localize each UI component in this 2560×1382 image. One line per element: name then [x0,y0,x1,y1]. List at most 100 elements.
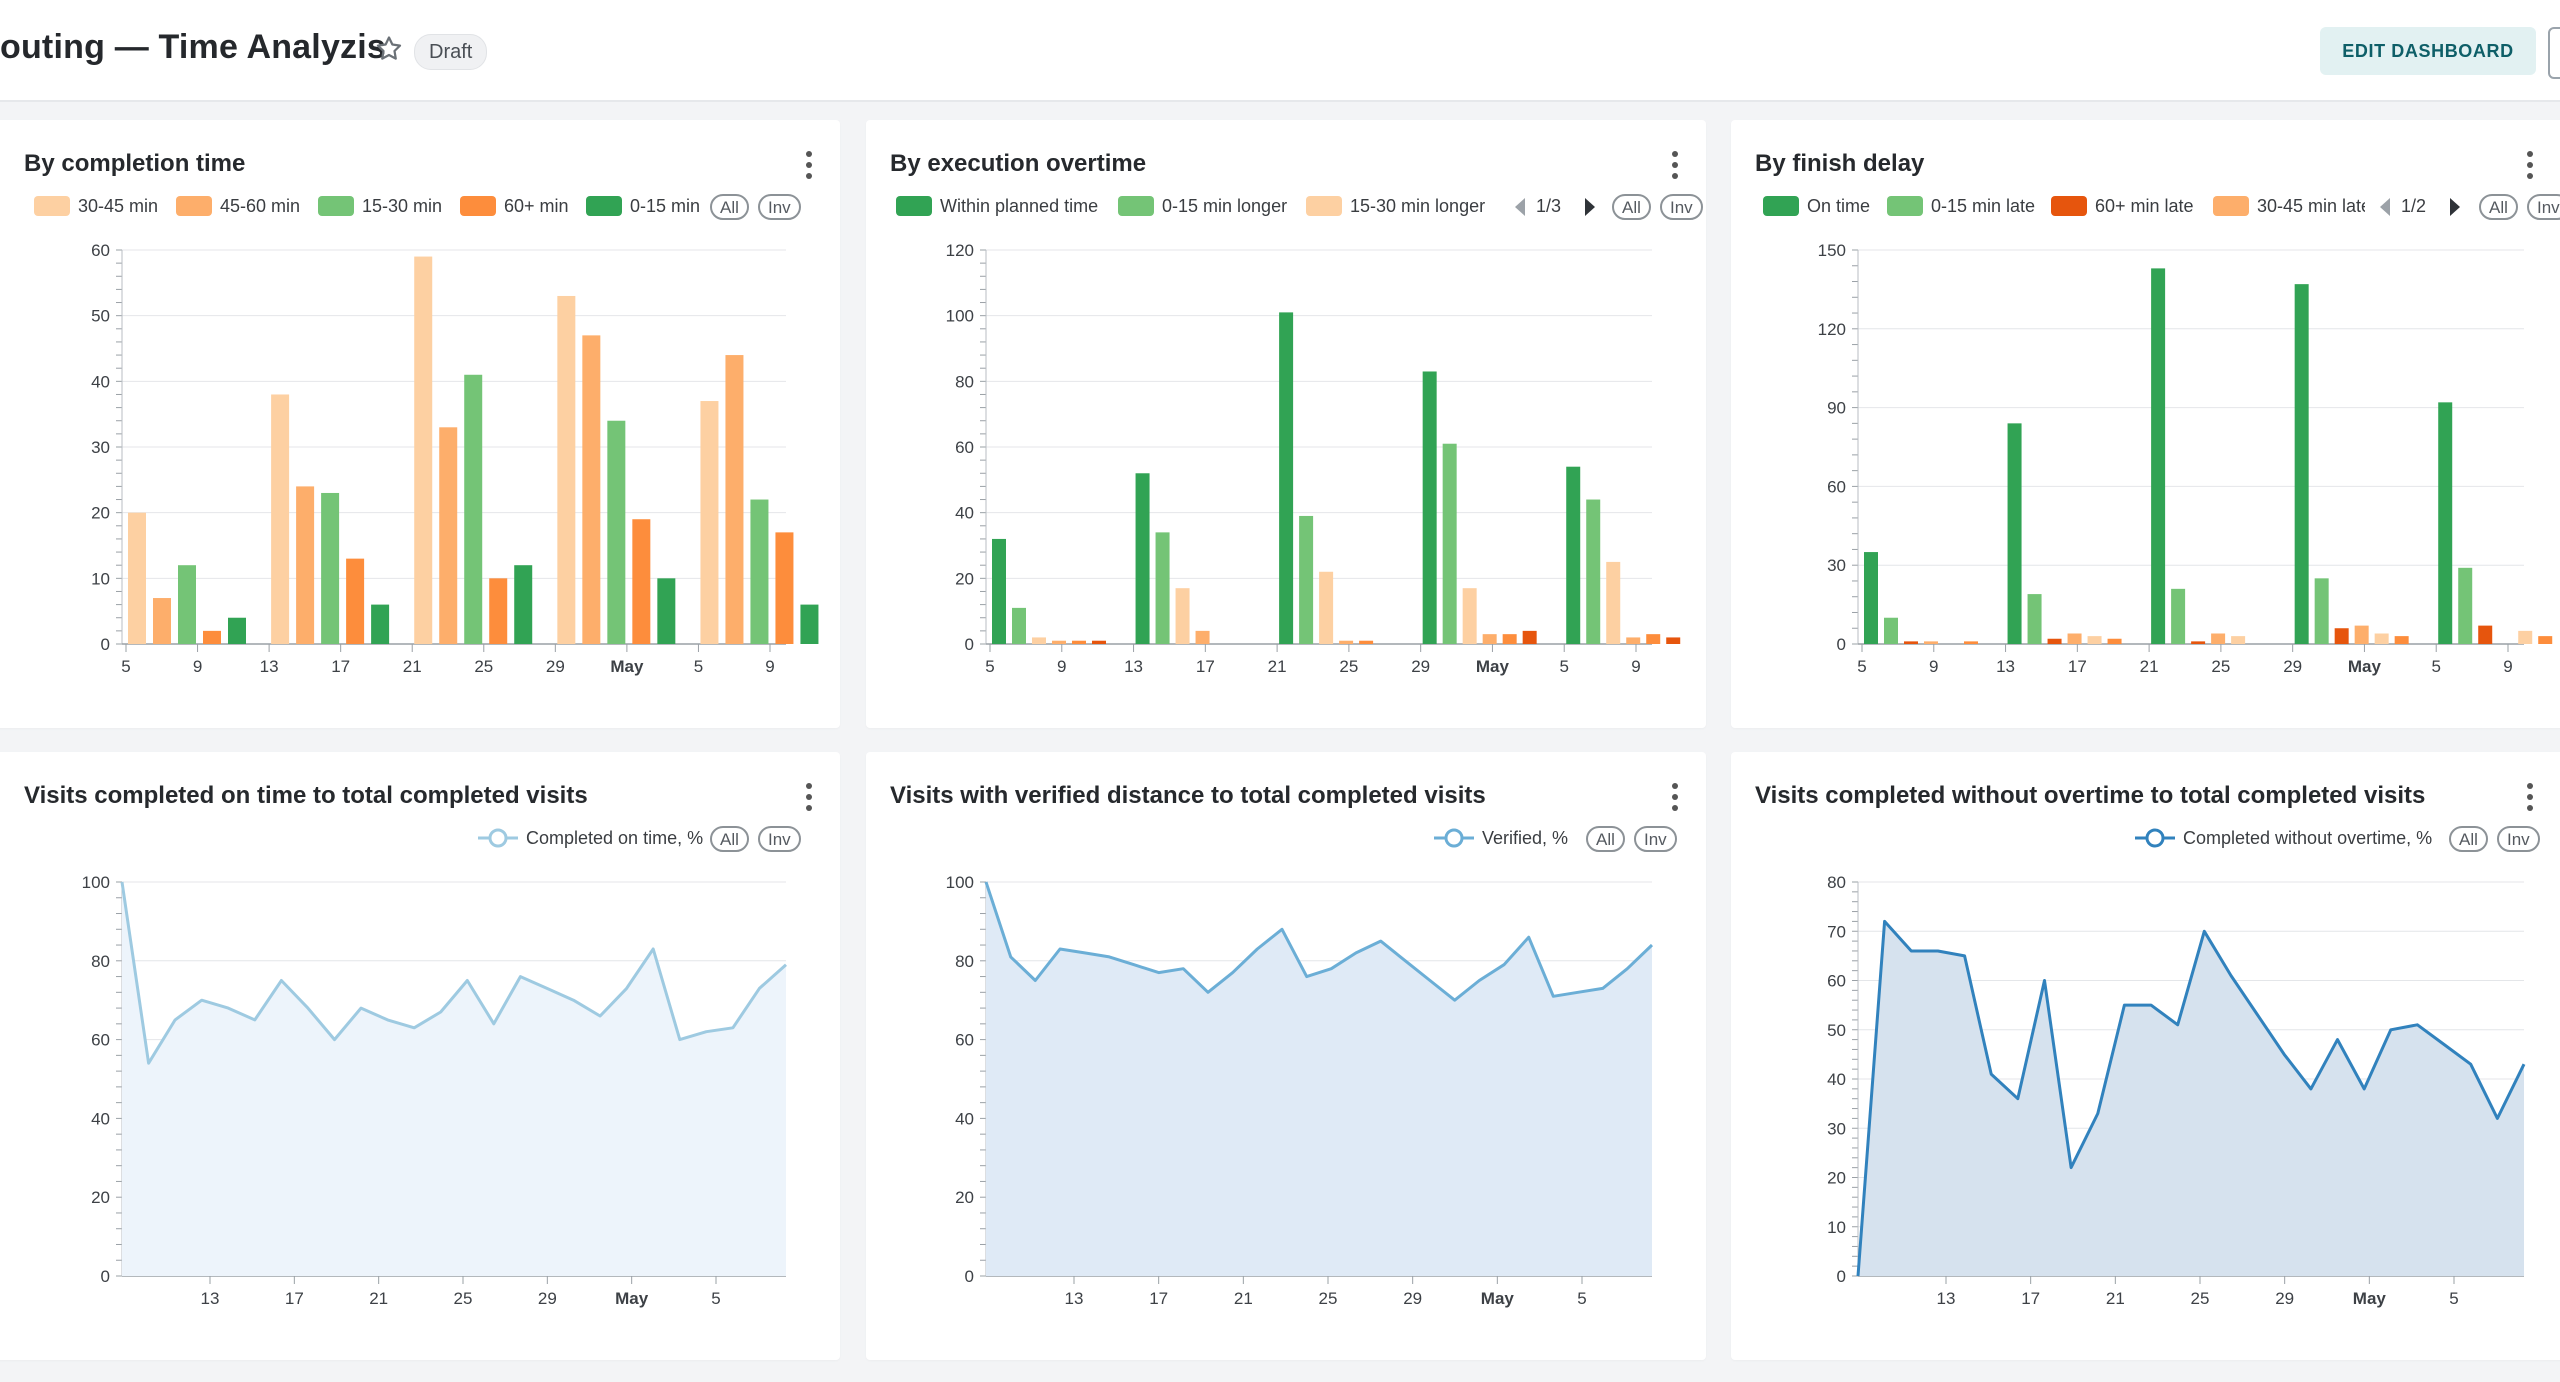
bar [2231,636,2246,644]
panel-verified-distance-ratio: Visits with verified distance to total c… [866,752,1706,1360]
legend-swatch [1763,196,1799,216]
bar [1884,617,1898,644]
legend-item[interactable]: Completed on time, % [478,822,703,854]
y-tick-label: 40 [91,372,110,391]
chevron-right-icon[interactable] [2447,196,2463,218]
bar [1566,466,1581,644]
y-tick-label: 20 [1827,1169,1846,1188]
kebab-menu-icon[interactable] [804,780,814,814]
x-tick-label: 29 [1411,657,1430,676]
bar [228,617,246,644]
y-tick-label: 0 [101,1267,110,1286]
legend-item[interactable]: 30-45 min [34,190,158,222]
legend-all-button[interactable]: All [710,194,749,220]
bar [2538,636,2553,644]
legend-item[interactable]: Verified, % [1434,822,1568,854]
y-tick-label: 30 [1827,556,1846,575]
bar [1964,641,1978,644]
x-tick-label: 13 [1937,1289,1956,1308]
legend-invert-button[interactable]: Inv [758,194,801,220]
legend-label: 60+ min [504,195,569,216]
y-tick-label: 40 [955,1109,974,1128]
legend-item[interactable]: 30-45 min late [2213,190,2365,222]
legend-item[interactable]: 15-30 min longer [1306,190,1485,222]
panel-finish-delay: By finish delay On time 0-15 min late 60… [1731,120,2560,728]
bar [153,598,171,644]
bar [1482,634,1497,644]
bar [2007,423,2022,644]
legend-item[interactable]: Within planned time [896,190,1098,222]
legend-item[interactable]: Completed without overtime, % [2135,822,2432,854]
more-options-button[interactable] [2548,27,2560,79]
x-tick-label: May [615,1289,649,1308]
legend-all-button[interactable]: All [2449,826,2488,852]
legend-all-button[interactable]: All [2479,194,2518,220]
kebab-menu-icon[interactable] [1670,780,1680,814]
legend-all-button[interactable]: All [1586,826,1625,852]
bar [2438,402,2453,644]
legend-item[interactable]: 0-15 min [586,190,700,222]
panel-no-overtime-ratio: Visits completed without overtime to tot… [1731,752,2560,1360]
bar [1904,641,1918,644]
legend-swatch [2051,196,2087,216]
legend-item[interactable]: 0-15 min longer [1118,190,1287,222]
legend-invert-button[interactable]: Inv [2527,194,2560,220]
legend-label: 30-45 min [78,195,159,216]
legend-item[interactable]: 0-15 min late [1887,190,2035,222]
kebab-menu-icon[interactable] [804,148,814,182]
area-fill [122,882,786,1276]
legend-item[interactable]: On time [1763,190,1870,222]
bar [1339,640,1354,644]
x-tick-label: 5 [1577,1289,1586,1308]
chart-legend: Completed without overtime, % All Inv [1731,822,2560,856]
area-fill [1858,921,2524,1276]
legend-invert-button[interactable]: Inv [2497,826,2540,852]
x-tick-label: 13 [201,1289,220,1308]
panel-execution-overtime: By execution overtime Within planned tim… [866,120,1706,728]
chevron-left-icon[interactable] [1512,196,1528,218]
bar [2458,567,2473,644]
kebab-menu-icon[interactable] [1670,148,1680,182]
legend-item[interactable]: 60+ min late [2051,190,2194,222]
bar [2354,625,2369,644]
bar [1442,443,1457,644]
x-tick-label: 25 [2191,1289,2210,1308]
legend-swatch [176,196,212,216]
bar-chart: 0 20 40 60 80 100 120 5 9 13 17 21 25 29 May 5 9 [946,241,1681,676]
y-tick-label: 20 [955,569,974,588]
panel-on-time-ratio: Visits completed on time to total comple… [0,752,840,1360]
bar [2087,636,2102,644]
kebab-menu-icon[interactable] [2525,148,2535,182]
y-tick-label: 100 [82,873,110,892]
star-icon[interactable] [374,34,404,64]
edit-dashboard-button[interactable]: EDIT DASHBOARD [2320,27,2536,75]
legend-all-button[interactable]: All [1612,194,1651,220]
bar [1175,588,1190,644]
y-tick-label: 60 [91,1031,110,1050]
legend-item[interactable]: 15-30 min [318,190,442,222]
legend-invert-button[interactable]: Inv [1634,826,1677,852]
x-tick-label: 17 [285,1289,304,1308]
y-tick-label: 100 [946,873,974,892]
bar [750,499,769,644]
legend-invert-button[interactable]: Inv [758,826,801,852]
x-tick-label: 13 [1124,657,1143,676]
bar [1032,637,1046,644]
legend-label: Completed on time, % [526,827,704,848]
x-tick-label: May [610,657,644,676]
bar [1319,571,1334,644]
chevron-right-icon[interactable] [1582,196,1598,218]
legend-label: Completed without overtime, % [2183,827,2433,848]
x-tick-label: 29 [2283,657,2302,676]
legend-swatch [896,196,932,216]
chevron-left-icon[interactable] [2377,196,2393,218]
legend-item[interactable]: 60+ min [460,190,569,222]
kebab-menu-icon[interactable] [2525,780,2535,814]
x-tick-label: 9 [193,657,202,676]
legend-swatch [1118,196,1154,216]
x-tick-label: 5 [694,657,703,676]
x-tick-label: 5 [985,657,994,676]
legend-invert-button[interactable]: Inv [1660,194,1703,220]
legend-all-button[interactable]: All [710,826,749,852]
legend-item[interactable]: 45-60 min [176,190,300,222]
